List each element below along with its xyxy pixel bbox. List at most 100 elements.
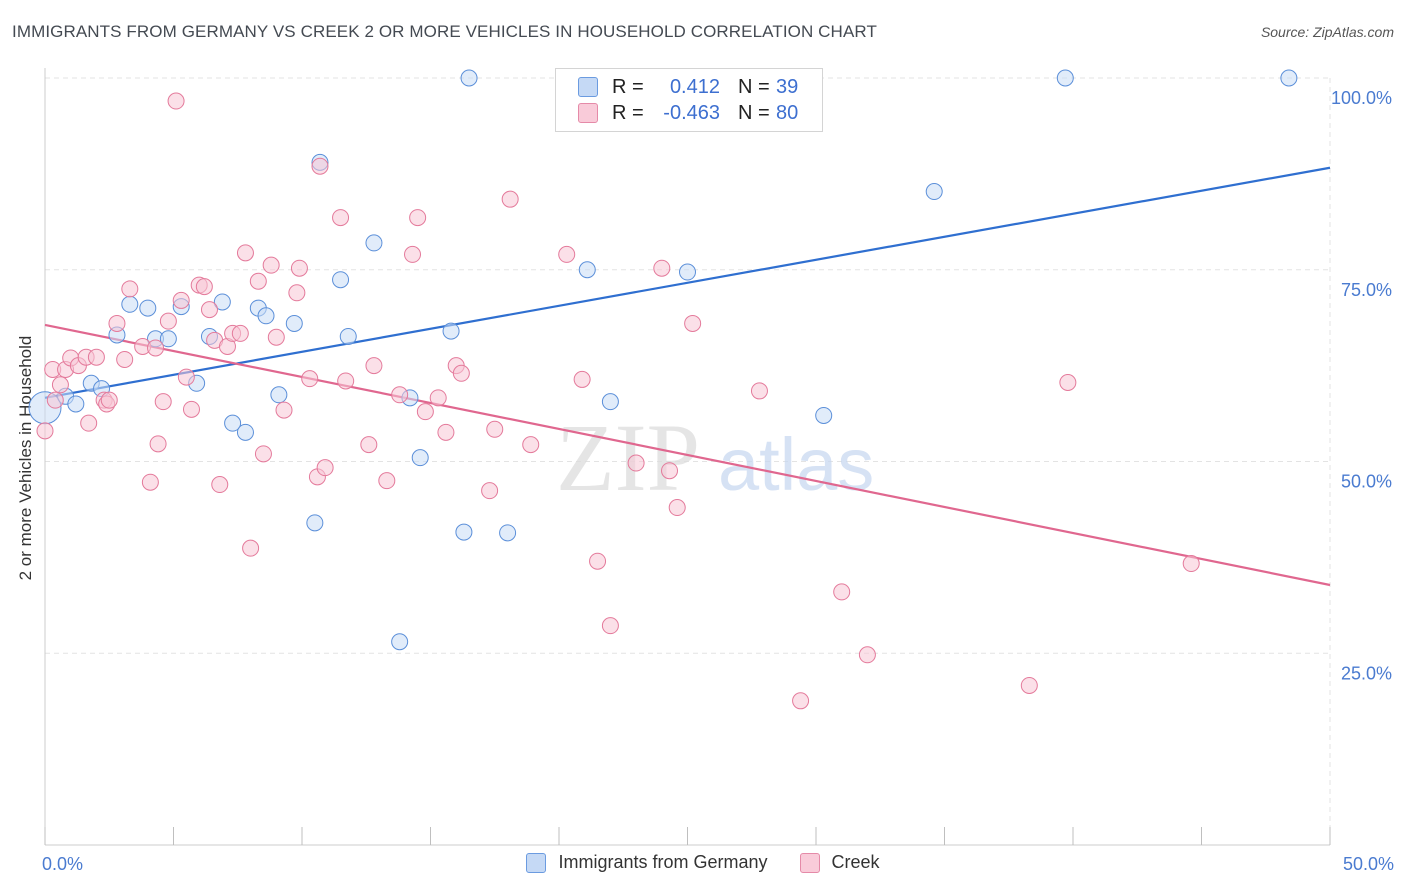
point-germany [578,261,596,279]
y-tick-label: 50.0% [1341,472,1392,492]
point-creek [365,357,383,375]
point-creek [1020,676,1038,694]
x-tick-label: 0.0% [42,854,83,874]
point-germany [1056,69,1074,87]
point-germany [306,514,324,532]
point-germany [460,69,478,87]
point-creek [668,499,686,517]
point-germany [139,299,157,317]
series-swatch-creek [799,852,820,873]
point-creek [275,401,293,419]
watermark-zip: ZIP [556,404,700,511]
point-creek [409,209,427,227]
point-creek [301,370,319,388]
point-creek [249,272,267,290]
point-creek [601,617,619,635]
y-tick-label: 25.0% [1341,663,1392,683]
data-points [28,69,1298,710]
point-creek [211,476,229,494]
point-creek [121,280,139,298]
point-creek [1059,373,1077,391]
point-creek [416,403,434,421]
legend-r-value-creek: -0.463 [663,101,720,124]
point-germany [332,271,350,289]
tick-labels: 25.0% 50.0% 75.0% 100.0% 0.0% 50.0% [42,88,1394,874]
series-legend: Immigrants from Germany Creek [0,852,1406,873]
point-creek [589,552,607,570]
legend-n-value-germany: 39 [776,75,799,98]
point-creek [661,462,679,480]
point-creek [80,414,98,432]
point-creek [833,583,851,601]
legend-swatch-creek [578,103,598,123]
legend-r-label: R = [612,101,644,124]
point-germany [925,183,943,201]
legend-row-germany: R = 0.412 N = 39 [578,75,798,99]
point-germany [121,295,139,313]
legend-r-value-germany: 0.412 [669,75,720,98]
point-creek [172,291,190,309]
point-germany [601,393,619,411]
point-germany [270,386,288,404]
point-creek [522,436,540,454]
correlation-legend: R = 0.412 N = 39 R = -0.463 N = 80 [555,68,823,132]
legend-n-label: N = [738,101,770,124]
point-creek [149,435,167,453]
point-creek [100,391,118,409]
point-germany [213,293,231,311]
point-creek [792,692,810,710]
series-swatch-germany [526,852,547,873]
point-germany [67,395,85,413]
point-creek [337,372,355,390]
point-creek [858,646,876,664]
point-germany [391,633,409,651]
point-creek [558,245,576,263]
point-creek [290,259,308,277]
series-label-germany: Immigrants from Germany [558,852,768,872]
legend-n-value-creek: 80 [776,101,799,124]
series-label-creek: Creek [831,852,880,872]
x-tick-label: 50.0% [1343,854,1394,874]
trend-lines [44,166,1331,587]
trend-line-germany [44,166,1331,399]
y-tick-label: 75.0% [1341,280,1392,300]
point-creek [46,391,64,409]
point-creek [254,445,272,463]
point-germany [236,423,254,441]
point-creek [1182,555,1200,573]
axes [44,68,1331,846]
point-germany [455,523,473,541]
point-creek [167,92,185,110]
point-creek [262,256,280,274]
series-legend-creek[interactable]: Creek [799,852,880,873]
point-creek [391,386,409,404]
point-creek [750,382,768,400]
point-creek [429,389,447,407]
point-creek [437,423,455,441]
point-creek [627,454,645,472]
point-creek [267,328,285,346]
point-creek [288,284,306,302]
point-creek [108,314,126,332]
legend-swatch-germany [578,77,598,97]
legend-r-label: R = [612,75,644,98]
point-creek [684,314,702,332]
point-germany [1280,69,1298,87]
point-creek [378,472,396,490]
point-germany [257,307,275,325]
point-creek [195,278,213,296]
legend-n-label: N = [738,75,770,98]
source-attribution: Source: ZipAtlas.com [1260,24,1394,40]
point-creek [51,376,69,394]
point-germany [815,406,833,424]
series-legend-germany[interactable]: Immigrants from Germany [526,852,768,873]
point-creek [116,350,134,368]
point-germany [285,314,303,332]
point-creek [360,436,378,454]
trend-line-creek [44,323,1331,587]
point-creek [481,482,499,500]
point-creek [332,209,350,227]
point-creek [236,244,254,262]
point-creek [653,259,671,277]
point-creek [242,539,260,557]
